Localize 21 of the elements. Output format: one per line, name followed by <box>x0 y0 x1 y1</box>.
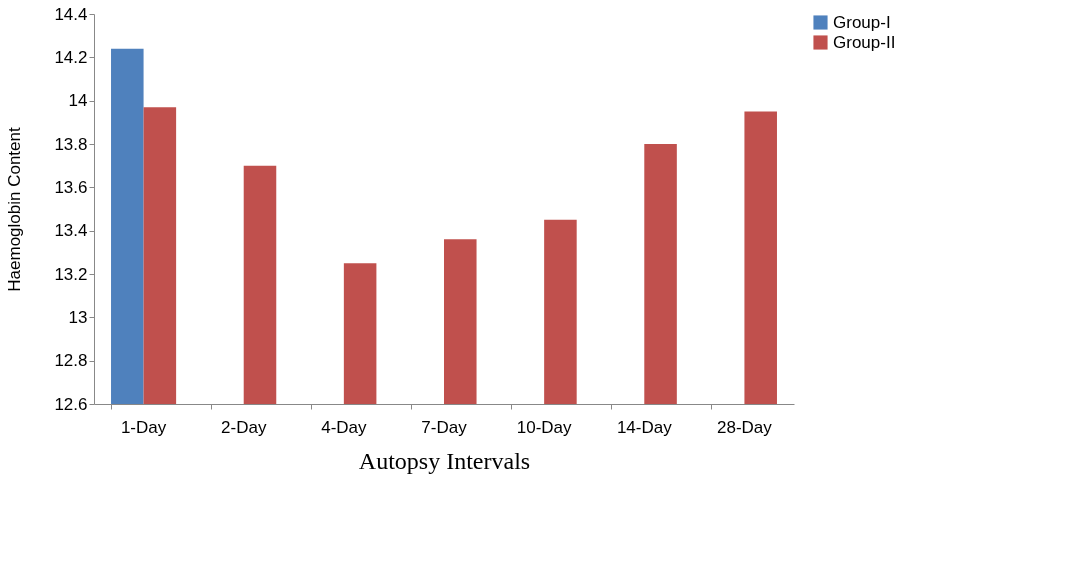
y-tick-label: 14.4 <box>54 4 88 24</box>
x-tick-label: 4-Day <box>321 417 368 437</box>
y-tick-label: 13.2 <box>54 264 88 284</box>
y-tick-label: 13.4 <box>54 221 88 241</box>
y-tick-label: 13 <box>68 307 88 327</box>
legend-label: Group-I <box>833 12 891 32</box>
x-tick-label: 14-Day <box>616 417 673 437</box>
x-axis-title: Autopsy Intervals <box>358 447 531 474</box>
y-tick-label: 14.2 <box>54 47 88 67</box>
x-tick-label: 7-Day <box>421 417 468 437</box>
x-tick-label: 1-Day <box>120 417 167 437</box>
y-axis-title: Haemoglobin Content <box>5 127 25 292</box>
y-tick-label: 12.6 <box>54 394 88 414</box>
y-tick-label: 14 <box>68 91 88 111</box>
x-tick-label: 2-Day <box>221 417 267 437</box>
y-tick-label: 13.6 <box>54 177 88 197</box>
legend-label: Group-II <box>833 32 896 52</box>
x-tick-label: 28-Day <box>717 417 773 437</box>
y-tick-label: 13.8 <box>54 134 88 154</box>
x-tick-label: 10-Day <box>516 417 573 437</box>
y-tick-label: 12.8 <box>54 351 88 371</box>
